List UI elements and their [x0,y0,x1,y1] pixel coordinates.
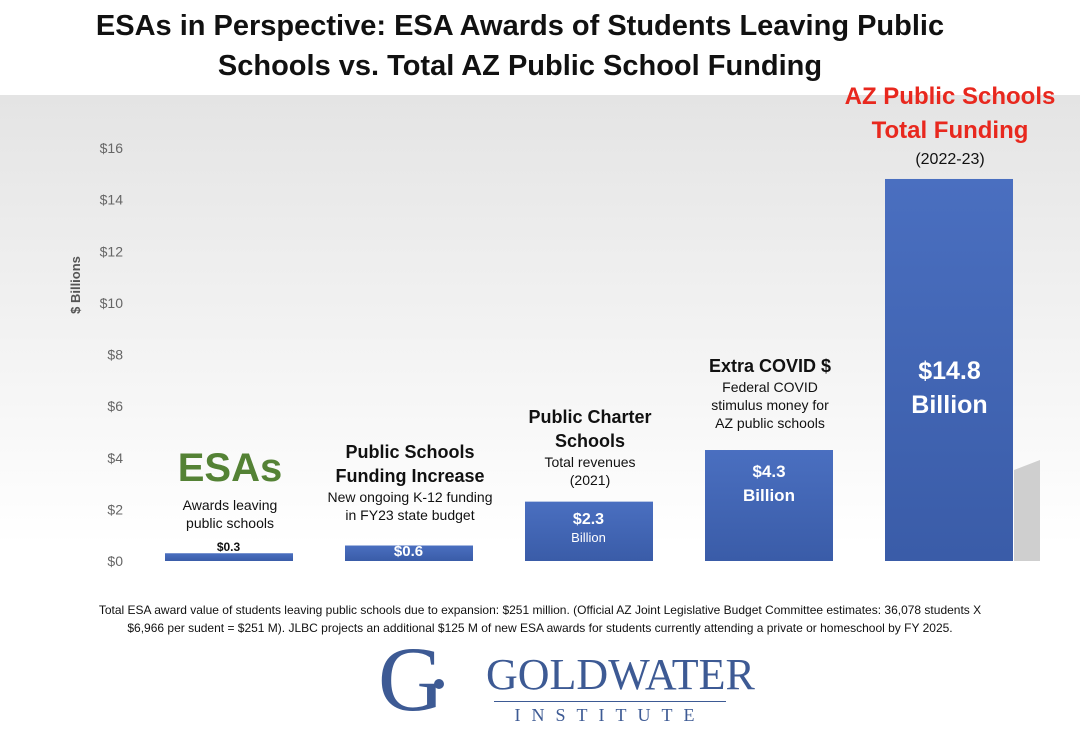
y-tick-label: $8 [107,347,123,363]
annotation-charter: Public Charter Schools Total revenues (2… [490,405,690,489]
covid-sub3: AZ public schools [715,415,825,431]
y-tick-label: $14 [100,192,124,208]
logo-g-mark: G [378,628,445,730]
total-heading1: AZ Public Schools [844,83,1056,110]
increase-sub2: in FY23 state budget [345,507,475,523]
bar-3 [525,501,653,561]
data-label-esa: $0.3 [216,540,241,554]
y-tick-label: $4 [107,450,123,466]
covid-sub2: stimulus money for [711,397,829,413]
logo-rule [494,701,726,702]
annotation-esa: ESAs Awards leaving public schools [140,444,320,532]
covid-heading: Extra COVID $ [708,356,832,376]
charter-sub1: Total revenues [544,454,636,470]
total-value: $14.8 [918,357,981,385]
bar-5 [885,178,1013,561]
footnote-line2: $6,966 per sudent = $251 M). JLBC projec… [127,621,953,635]
charter-sub2: (2021) [569,472,611,488]
footnote: Total ESA award value of students leavin… [70,601,1010,637]
y-tick-label: $10 [100,295,124,311]
bar-shadow [1014,460,1040,561]
esa-sub1: Awards leaving [182,497,278,513]
covid-sub1: Federal COVID [722,379,818,395]
annotation-total: AZ Public Schools Total Funding (2022-23… [820,80,1080,172]
bar-2 [345,545,473,561]
goldwater-logo: G GOLDWATER INSTITUTE [378,633,755,733]
logo-sub: INSTITUTE [514,705,706,725]
annotation-covid: Extra COVID $ Federal COVID stimulus mon… [670,354,870,432]
total-unit: Billion [911,391,988,419]
charter-unit: Billion [571,530,606,545]
data-label-total: $14.8 Billion [885,354,1014,422]
charter-value: $2.3 [572,511,605,528]
data-label-covid: $4.3 Billion [705,460,833,508]
logo-dot [434,679,444,689]
y-tick-label: $2 [107,501,123,517]
covid-value: $4.3 [752,462,786,481]
increase-heading1: Public Schools [345,442,475,462]
increase-heading2: Funding Increase [335,466,485,486]
y-tick-label: $12 [100,243,124,259]
covid-unit: Billion [743,486,795,505]
chart-title: ESAs in Perspective: ESA Awards of Stude… [95,10,945,82]
esa-heading: ESAs [177,446,283,490]
y-tick-label: $16 [100,140,124,156]
bar-1 [165,553,293,561]
charter-heading1: Public Charter [528,407,652,427]
annotation-increase: Public Schools Funding Increase New ongo… [310,440,510,524]
y-tick-label: $0 [107,553,123,569]
logo-name: GOLDWATER [486,650,755,699]
y-axis-label: $ Billions [68,256,83,314]
y-tick-label: $6 [107,398,123,414]
data-label-charter: $2.3 Billion [525,510,652,545]
data-label-increase: $0.6 [393,543,424,560]
total-sub: (2022-23) [915,151,985,168]
esa-sub2: public schools [186,515,274,531]
increase-sub1: New ongoing K-12 funding [327,489,493,505]
total-heading2: Total Funding [871,117,1029,144]
charter-heading2: Schools [554,431,625,451]
footnote-line1: Total ESA award value of students leavin… [98,603,982,617]
bar-4 [705,450,833,561]
